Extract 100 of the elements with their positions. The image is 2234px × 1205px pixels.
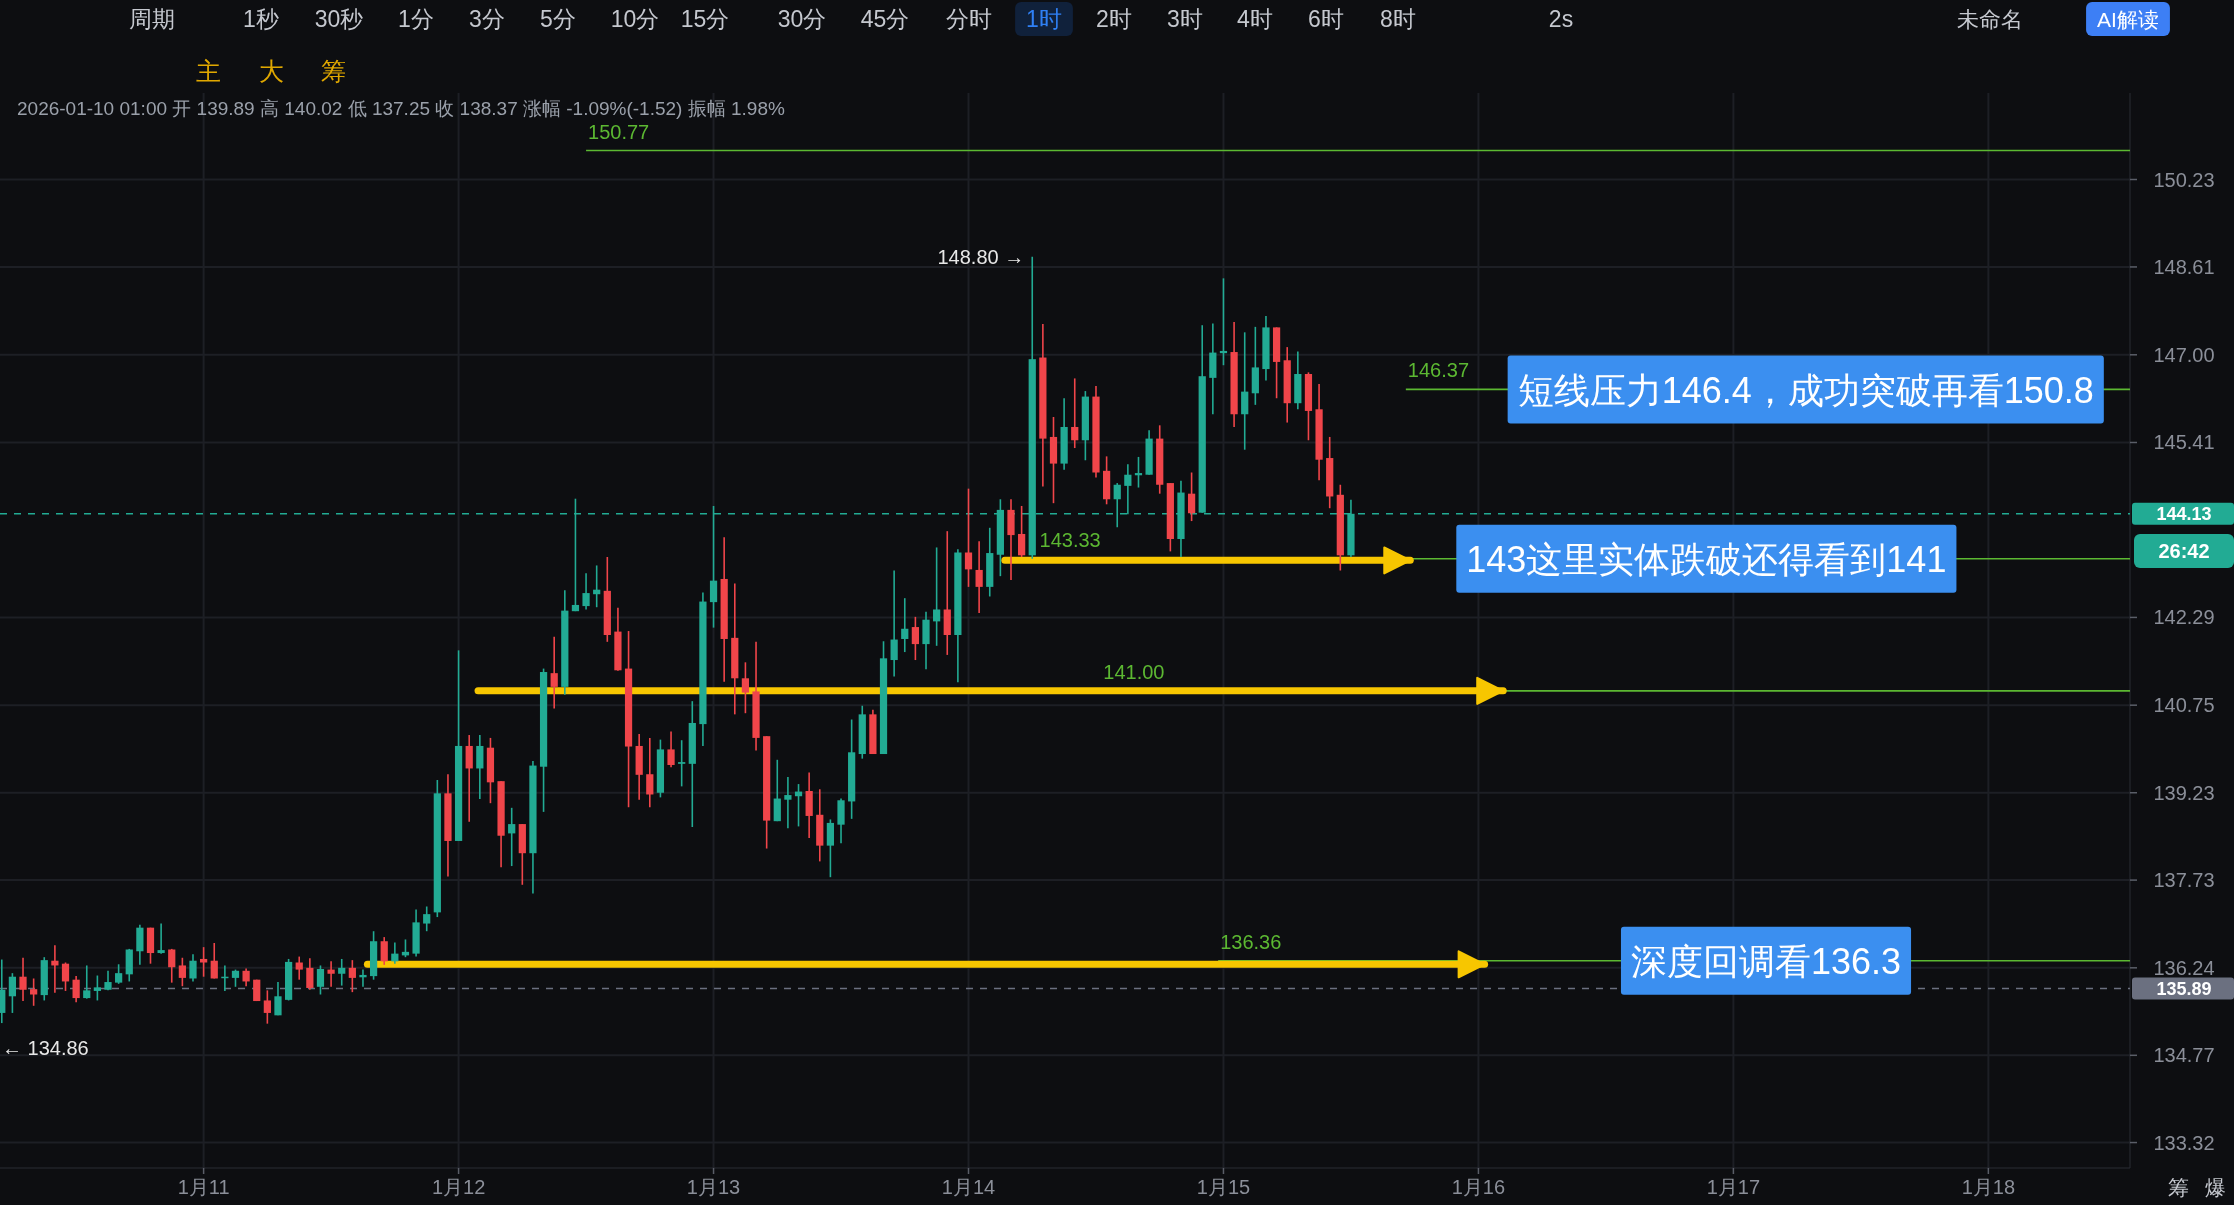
candlestick [423,905,431,933]
candlestick [136,923,144,966]
candlestick [826,818,835,878]
candlestick [72,975,80,1004]
text: 主 [195,57,221,85]
candlestick [667,730,675,769]
y-tick-label: 134.77 [2153,1044,2215,1067]
text: 26:42 [2158,540,2210,562]
candlestick [465,734,473,823]
candlestick [901,597,909,653]
text: AI解读 [2097,7,2159,31]
text: 8时 [1380,6,1416,32]
candlestick [773,759,781,822]
y-tick-label: 136.24 [2153,956,2215,979]
y-tick-label: 142.29 [2153,606,2215,629]
candlestick [263,989,271,1025]
annotation: 143这里实体跌破还得看到141 [1466,539,1947,581]
candlestick [61,961,70,992]
y-tick-label: 150.23 [2153,168,2215,191]
text: 30秒 [314,6,364,32]
text: 4时 [1237,6,1273,32]
candlestick [380,936,388,966]
x-tick-label: 1月15 [1196,1176,1251,1198]
annotation: ← 134.86 [2,1037,89,1059]
y-tick-label: 148.61 [2153,255,2215,278]
text: 10分 [610,6,660,32]
candlestick [975,540,983,614]
y-tick-label: 145.41 [2153,431,2215,454]
candlestick [933,546,941,647]
ref-line-label: 135.89 [2156,978,2212,999]
candlestick [189,953,197,983]
series-label: 146.37 [1407,359,1470,382]
y-tick-label: 140.75 [2153,694,2215,717]
x-tick-label: 1月14 [941,1176,996,1198]
text: 筹 [2167,1175,2189,1199]
text: 6时 [1308,6,1344,32]
text: 2s [1548,6,1574,32]
series-label: 150.77 [588,120,650,143]
x-tick-label: 1月13 [686,1176,741,1198]
text: 分时 [946,6,992,32]
text: 筹 [320,57,346,85]
text: 周期 [129,6,175,32]
candlestick [168,948,176,984]
candlestick [115,963,123,985]
x-tick-label: 1月18 [1961,1176,2016,1198]
candlestick [306,957,314,991]
candlestick [93,974,101,1002]
candlestick [274,981,282,1017]
candlestick [316,964,325,996]
x-tick-label: 1月12 [431,1176,486,1198]
text: 未命名 [1957,6,2023,32]
candlestick [741,661,750,714]
candlestick [359,968,367,988]
text: 45分 [860,6,910,32]
series-label: 141.00 [1103,660,1165,683]
candlestick [964,487,973,588]
text: 30分 [777,6,827,32]
candlestick [8,972,17,1014]
candlestick [338,958,346,987]
x-tick-label: 1月11 [177,1176,230,1198]
candlestick [678,739,686,788]
candlestick [476,734,484,800]
candlestick [646,737,654,809]
annotation: 148.80 → [937,245,1025,268]
ref-line-label: 144.13 [2156,503,2212,524]
candlestick [157,922,165,955]
candlestick [0,958,6,1024]
candlestick [1241,331,1249,451]
text: 5分 [540,6,576,32]
candlestick [508,807,516,867]
candlestick [30,977,38,1007]
candlestick [784,776,792,829]
candlestick [348,959,356,993]
y-tick-label: 137.73 [2153,869,2215,892]
candlestick [911,616,919,661]
series-label: 136.36 [1220,930,1282,953]
text: 3分 [469,6,505,32]
candlestick [582,572,590,611]
annotation: 2026-01-10 01:00 开 139.89 高 140.02 低 137.25 收 138.37 涨幅 -1.09%(-1.52) 振幅 1.98% [17,97,785,119]
text: 2时 [1096,6,1132,32]
text: 1时 [1026,6,1062,32]
text: 3时 [1167,6,1203,32]
candlestick [327,960,335,988]
candlestick [1018,505,1026,558]
candlestick [1187,471,1196,522]
series-label: 143.33 [1039,528,1101,551]
candlestick [1113,482,1121,529]
candlestick [1071,377,1079,449]
candlestick [19,956,27,1002]
annotation: 深度回调看136.3 [1630,941,1902,983]
text: 1秒 [243,6,279,32]
candlestick [178,956,186,987]
candlestick [295,955,303,981]
text: 大 [258,57,284,85]
y-tick-label: 133.32 [2153,1131,2215,1154]
text: 爆 [2204,1175,2226,1199]
text: 1分 [398,6,434,32]
candlestick [210,942,218,980]
annotation: 短线压力146.4，成功突破再看150.8 [1517,369,2094,411]
candlestick [890,569,898,678]
